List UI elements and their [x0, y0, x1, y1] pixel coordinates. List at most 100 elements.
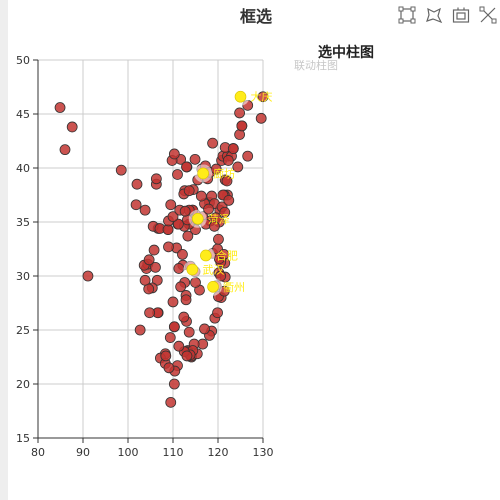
scatter-point[interactable]	[148, 244, 160, 256]
scatter-point[interactable]	[54, 102, 66, 113]
scatter-point[interactable]	[255, 112, 267, 124]
highlight-point[interactable]	[207, 280, 219, 293]
scatter-point[interactable]	[232, 161, 244, 173]
highlight-label: 菏泽	[208, 213, 230, 226]
clear-select-button[interactable]	[479, 6, 497, 24]
keep-select-icon	[452, 7, 470, 23]
scatter-point[interactable]	[183, 185, 195, 197]
scatter-point[interactable]	[180, 294, 192, 306]
highlight-label: 廊坊	[213, 166, 235, 180]
scatter-point[interactable]	[181, 161, 192, 173]
scatter-point[interactable]	[139, 274, 151, 286]
highlight-label: 合肥	[216, 248, 238, 262]
scatter-point[interactable]	[144, 307, 156, 319]
y-tick-label: 20	[16, 378, 30, 391]
scatter-point[interactable]	[164, 332, 176, 343]
y-tick-label: 25	[16, 324, 30, 337]
scatter-point[interactable]	[139, 204, 151, 216]
rect-select-icon	[398, 6, 416, 24]
highlight-label: 衢州	[223, 281, 245, 294]
scatter-point[interactable]	[190, 277, 201, 288]
rect-select-button[interactable]	[398, 6, 416, 24]
scatter-point[interactable]	[183, 326, 195, 338]
scatter-point[interactable]	[163, 241, 174, 253]
scatter-point[interactable]	[207, 137, 219, 149]
x-tick-label: 120	[208, 446, 229, 459]
scatter-point[interactable]	[218, 248, 230, 260]
scatter-point[interactable]	[227, 143, 239, 154]
scatter-point[interactable]	[195, 190, 207, 202]
scatter-point[interactable]	[165, 396, 177, 408]
scatter-point[interactable]	[177, 248, 188, 260]
scatter-point[interactable]	[178, 311, 190, 323]
scatter-point[interactable]	[151, 274, 163, 286]
scatter-point[interactable]	[131, 178, 143, 190]
scatter-point[interactable]	[199, 323, 210, 335]
y-tick-label: 45	[16, 108, 30, 121]
x-tick-label: 90	[76, 446, 90, 459]
scatter-point[interactable]	[168, 321, 180, 333]
linked-bar-ghost-title: 联动柱图	[294, 59, 338, 72]
scatter-point[interactable]	[189, 153, 201, 165]
scatter-point[interactable]	[179, 205, 191, 217]
scatter-point[interactable]	[168, 148, 180, 160]
keep-select-button[interactable]	[452, 6, 470, 24]
scatter-point[interactable]	[168, 378, 180, 390]
highlight-point[interactable]	[200, 249, 212, 262]
scatter-point[interactable]	[143, 254, 155, 266]
page-title: 框选	[240, 7, 273, 26]
scatter-point[interactable]	[236, 120, 248, 132]
scatter-point[interactable]	[130, 199, 142, 211]
scatter-point[interactable]	[134, 324, 146, 336]
highlight-label: 大庆	[251, 90, 273, 104]
scatter-point[interactable]	[173, 340, 185, 352]
scatter-point[interactable]	[223, 194, 235, 206]
scatter-point[interactable]	[215, 270, 227, 282]
scatter-point[interactable]	[115, 164, 127, 176]
scatter-point[interactable]	[212, 307, 223, 319]
scatter-point[interactable]	[172, 218, 184, 230]
scatter-point[interactable]	[59, 144, 71, 156]
chart-subtitle: 选中柱图	[318, 45, 374, 61]
highlight-point[interactable]	[234, 90, 247, 103]
scatter-point[interactable]	[234, 107, 246, 119]
scatter-point[interactable]	[167, 211, 179, 223]
y-tick-label: 40	[16, 162, 30, 175]
highlight-point[interactable]	[191, 212, 204, 225]
scatter-point[interactable]	[221, 175, 233, 187]
x-tick-label: 130	[253, 446, 274, 459]
lasso-select-button[interactable]	[425, 6, 443, 24]
clear-select-icon	[479, 6, 497, 24]
scatter-point[interactable]	[203, 203, 214, 215]
scatter-point[interactable]	[257, 91, 269, 103]
scatter-point[interactable]	[160, 350, 172, 362]
scatter-point[interactable]	[173, 263, 185, 274]
scatter-point[interactable]	[219, 206, 231, 218]
highlight-point[interactable]	[186, 263, 199, 276]
highlight-point[interactable]	[197, 167, 209, 180]
scatter-point[interactable]	[222, 155, 234, 166]
brush-toolbox	[398, 6, 497, 24]
scatter-point[interactable]	[165, 199, 177, 211]
scatter-point[interactable]	[210, 163, 222, 175]
scatter-point[interactable]	[150, 173, 162, 185]
scatter-point[interactable]	[182, 230, 194, 242]
y-tick-label: 15	[16, 432, 30, 445]
scatter-point[interactable]	[181, 350, 193, 362]
scatter-point[interactable]	[150, 261, 161, 273]
x-tick-label: 100	[118, 446, 139, 459]
x-tick-label: 110	[163, 446, 184, 459]
scatter-point[interactable]	[82, 270, 94, 282]
scatter-point[interactable]	[167, 296, 179, 308]
scatter-point[interactable]	[213, 233, 224, 245]
scatter-point[interactable]	[175, 281, 187, 293]
x-tick-label: 80	[31, 446, 45, 459]
scatter-point[interactable]	[172, 169, 183, 180]
scatter-point[interactable]	[66, 121, 78, 133]
scatter-point[interactable]	[208, 220, 220, 232]
scatter-point[interactable]	[163, 362, 175, 374]
y-tick-label: 50	[16, 54, 30, 67]
scatter-point[interactable]	[242, 150, 254, 162]
